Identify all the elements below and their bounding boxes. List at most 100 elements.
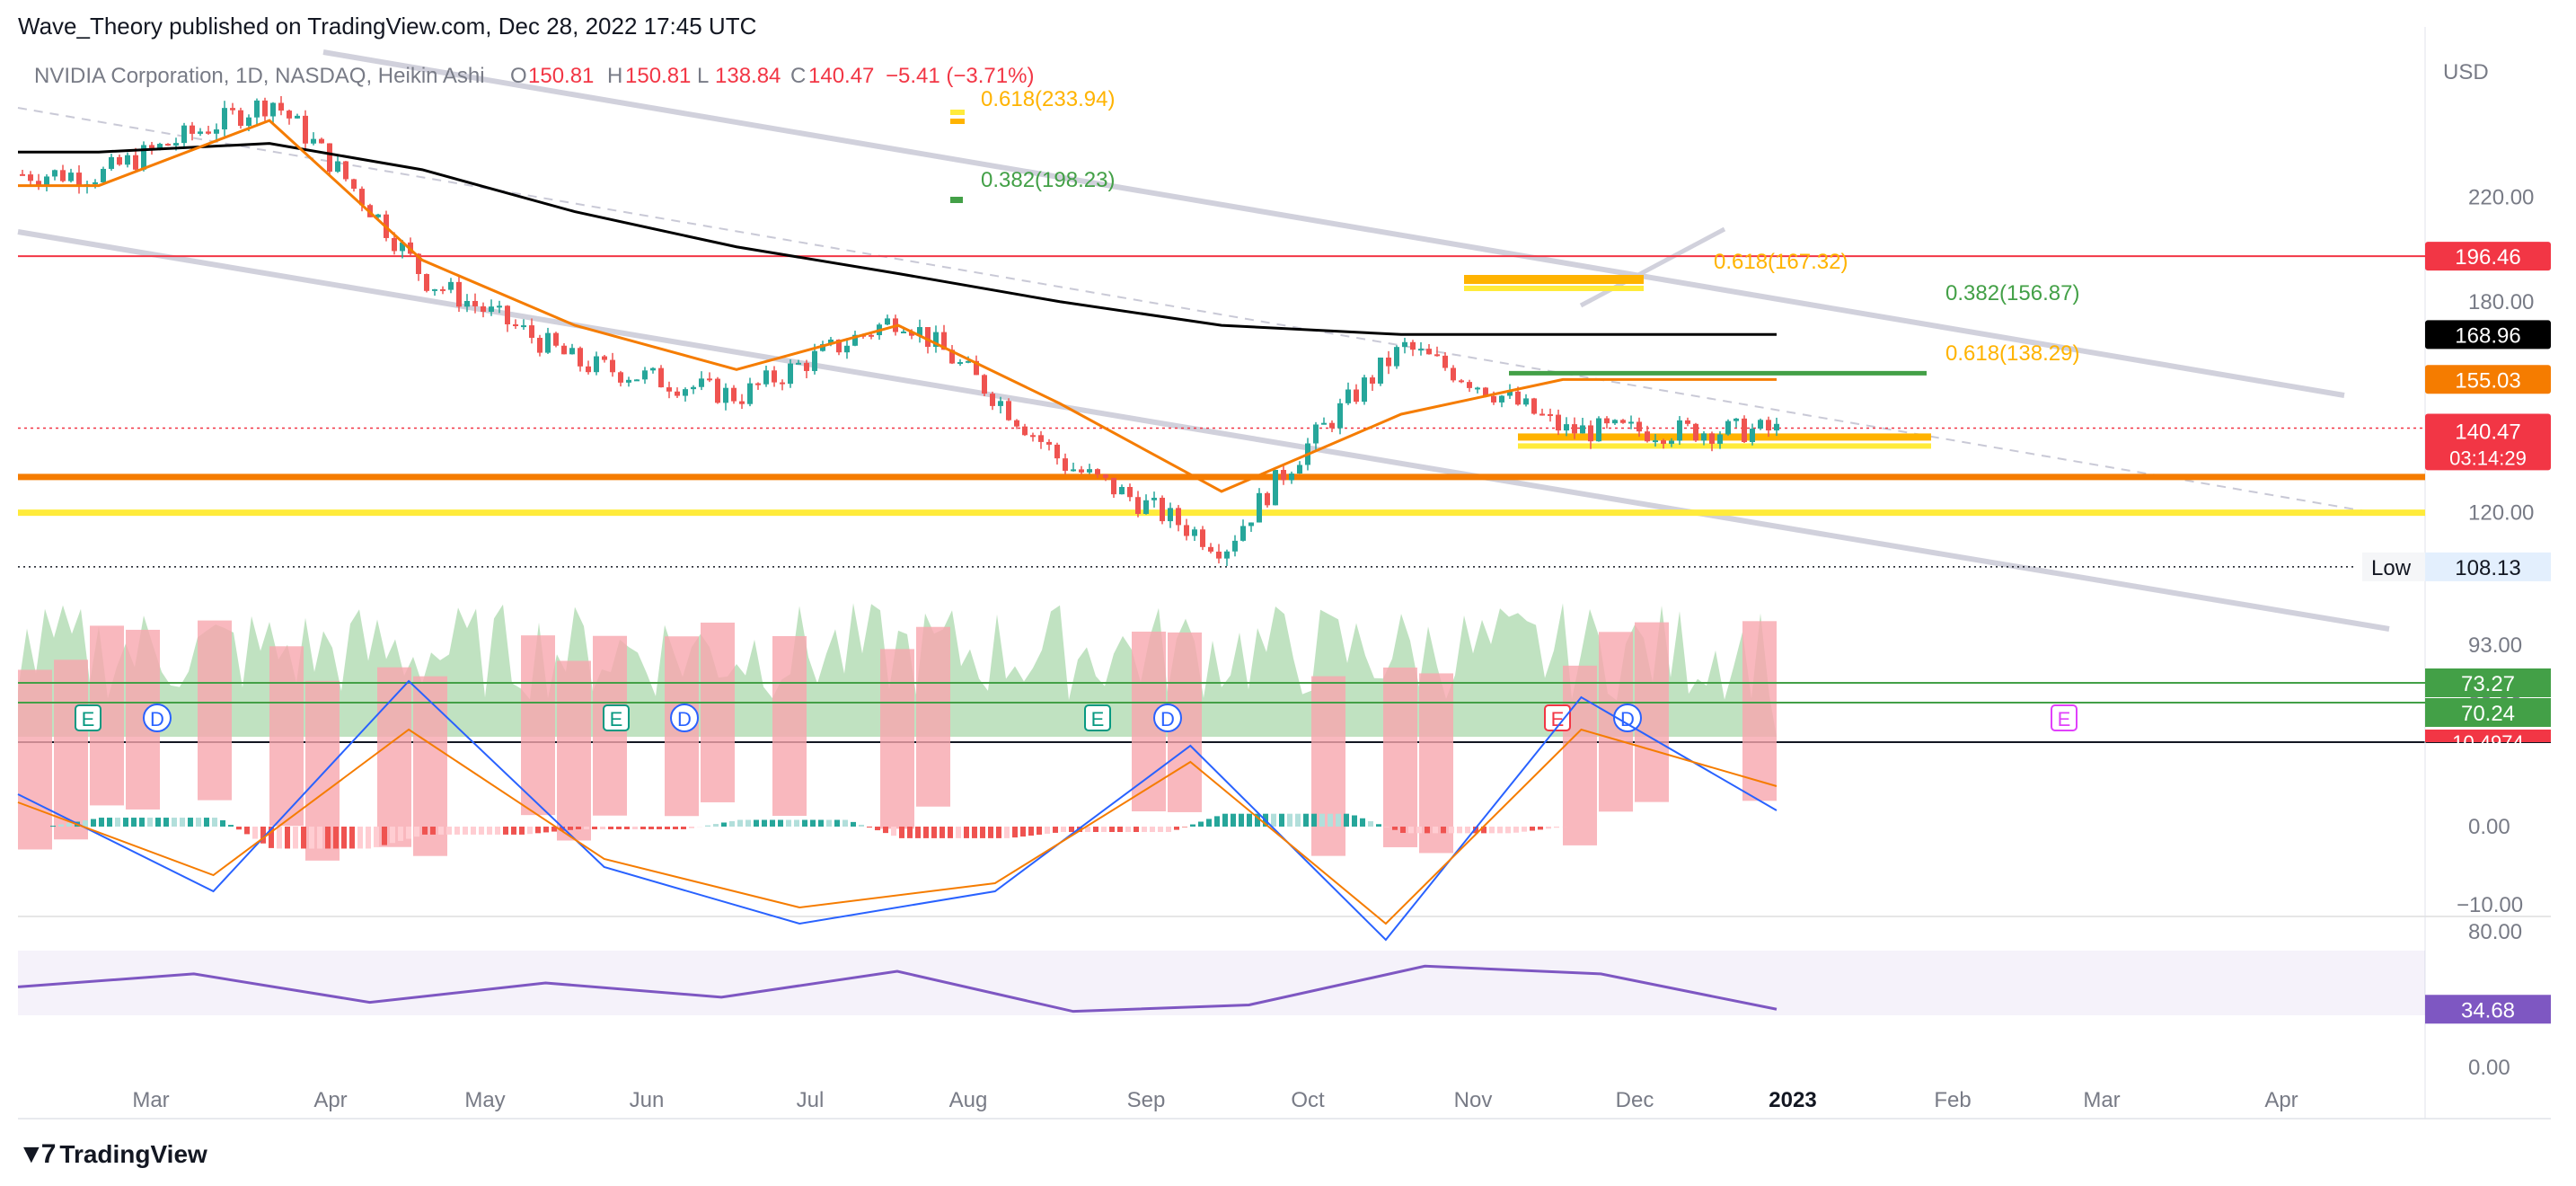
macd-tick-label: −10.00 xyxy=(2457,893,2523,917)
time-tick-label: 2023 xyxy=(1769,1088,1816,1112)
dividend-event-badge xyxy=(670,704,699,732)
macd-histogram-bar xyxy=(673,827,678,829)
candle-body xyxy=(375,214,381,217)
macd-histogram-bar xyxy=(616,827,622,829)
candle-body xyxy=(1248,522,1254,527)
macd-histogram-bar xyxy=(568,827,573,830)
candle-body xyxy=(1240,526,1246,541)
macd-histogram-bar xyxy=(1303,813,1309,827)
macd-histogram-bar xyxy=(131,818,137,827)
moving-averages xyxy=(18,119,1777,493)
candle-body xyxy=(869,334,874,337)
candle-body xyxy=(1103,474,1108,478)
channel-lower-line xyxy=(17,229,2390,632)
macd-histogram-bar xyxy=(260,827,266,844)
macd-histogram-bar xyxy=(220,819,225,827)
macd-histogram-bar xyxy=(1328,813,1333,827)
fib-label: 0.382(156.87) xyxy=(1945,281,2079,305)
candle-body xyxy=(1354,389,1359,403)
macd-histogram-bar xyxy=(600,827,605,829)
candle-body xyxy=(1442,355,1448,368)
macd-histogram-bar xyxy=(1045,827,1050,834)
candle-body xyxy=(101,168,106,182)
macd-histogram-bar xyxy=(463,827,468,835)
candle-body xyxy=(1636,421,1642,432)
candle-body xyxy=(917,327,922,336)
macd-histogram-bar xyxy=(770,819,775,827)
macd-histogram-bar xyxy=(1247,813,1252,827)
macd-histogram-bar xyxy=(1109,827,1115,832)
macd-histogram-bar xyxy=(818,819,824,827)
macd-histogram-bar xyxy=(1231,813,1236,827)
candle-body xyxy=(1168,508,1173,522)
macd-histogram-bar xyxy=(1198,821,1204,827)
candle-body xyxy=(1548,413,1553,416)
macd-histogram-bar xyxy=(915,827,921,838)
macd-histogram-bar xyxy=(1255,813,1260,827)
macd-histogram-bar xyxy=(357,827,363,849)
candle-body xyxy=(117,156,122,165)
macd-histogram-bar xyxy=(1020,827,1026,837)
candle-body xyxy=(254,100,260,118)
candle-body xyxy=(1224,551,1230,559)
macd-histogram-bar xyxy=(592,827,597,829)
candle-body xyxy=(246,117,251,127)
candle-body xyxy=(1273,469,1278,506)
macd-histogram-bar xyxy=(632,827,638,829)
low-tag xyxy=(2362,552,2425,581)
time-tick-label: Oct xyxy=(1291,1088,1325,1112)
macd-histogram-bar xyxy=(1287,813,1292,827)
candle-body xyxy=(578,348,583,367)
candle-body xyxy=(238,110,243,127)
event-label: E xyxy=(82,708,95,730)
macd-histogram-bar xyxy=(923,827,929,838)
legend-text: 140.47 xyxy=(808,64,874,88)
volume-bar xyxy=(1419,673,1453,854)
candle-body xyxy=(1556,414,1561,431)
candle-body xyxy=(1030,435,1036,438)
brand[interactable]: ▼7 TradingView xyxy=(18,1139,207,1170)
time-tick-label: Apr xyxy=(2264,1088,2298,1112)
dividend-event-badge xyxy=(143,704,172,732)
candle-body xyxy=(1402,341,1407,348)
candle-body xyxy=(666,387,672,392)
macd-histogram-bar xyxy=(1004,827,1010,838)
time-tick-label: Jul xyxy=(797,1088,825,1112)
fib-label: 0.618(233.94) xyxy=(981,87,1115,111)
candle-body xyxy=(319,138,324,144)
macd-histogram-bar xyxy=(1101,827,1107,832)
candle-body xyxy=(1717,434,1723,444)
rsi-line xyxy=(17,964,1778,1013)
candle-body xyxy=(545,332,551,353)
low-price-text: 108.13 xyxy=(2455,556,2520,580)
macd-histogram-bar xyxy=(1522,827,1527,832)
fib-zone xyxy=(1464,275,1644,284)
macd-histogram-bar xyxy=(446,827,452,835)
macd-histogram-bar xyxy=(382,827,387,845)
macd-histogram-bar xyxy=(1489,827,1495,834)
candle-body xyxy=(1370,377,1375,384)
candle-body xyxy=(1265,492,1270,506)
candle-body xyxy=(901,332,906,334)
candle-body xyxy=(303,115,308,144)
macd-histogram-bar xyxy=(1295,813,1301,827)
macd-histogram-bar xyxy=(406,827,411,839)
macd-histogram-bar xyxy=(414,827,419,837)
candle-body xyxy=(343,161,348,180)
macd-histogram-bar xyxy=(495,827,500,835)
macd-histogram-bar xyxy=(398,827,403,841)
macd-histogram-bar xyxy=(479,827,484,835)
low-tag-text: Low xyxy=(2371,556,2412,580)
candle-body xyxy=(1063,458,1068,471)
macd-histogram-bar xyxy=(50,826,56,827)
volume-bar xyxy=(377,667,411,847)
rsi-pane xyxy=(17,951,2425,1015)
candle-body xyxy=(602,356,607,360)
candle-body xyxy=(1685,420,1690,424)
macd-histogram-bar xyxy=(640,827,646,829)
candle-body xyxy=(1580,425,1585,434)
macd-histogram-bar xyxy=(503,827,508,835)
macd-histogram-bar xyxy=(341,827,347,849)
fib-marker xyxy=(950,197,963,203)
